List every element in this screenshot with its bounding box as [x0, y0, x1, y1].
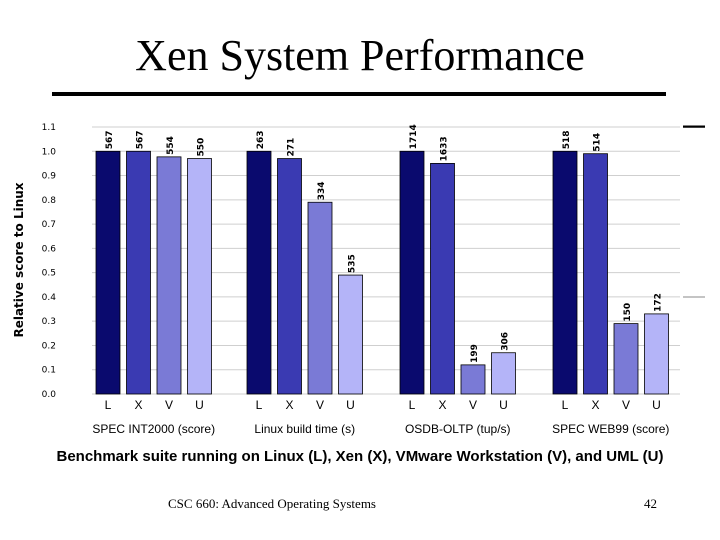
group-label: SPEC WEB99 (score)	[552, 422, 669, 436]
bar-data-label: 518	[562, 130, 572, 149]
y-tick-label: 0.9	[42, 172, 57, 182]
bar-data-label: 263	[256, 130, 266, 149]
chart-gridlines	[92, 125, 705, 395]
bar-l-2	[246, 150, 272, 395]
y-tick-label: 0.0	[42, 390, 57, 400]
x-axis-labels: L X V U SPEC INT2000 (score) L X V U Linux build …	[92, 398, 669, 436]
bar-category-label: V	[316, 398, 324, 412]
y-tick-label: 0.3	[42, 317, 56, 327]
bar-data-label: 271	[287, 138, 297, 157]
bar-l-1	[95, 150, 121, 395]
bar-category-label: V	[165, 398, 173, 412]
bar-category-label: X	[285, 398, 293, 412]
bar-category-label: L	[256, 398, 263, 412]
bar-category-label: X	[591, 398, 599, 412]
bar-x-1	[126, 150, 151, 395]
y-tick-label: 0.6	[42, 244, 57, 254]
y-tick-label: 0.5	[42, 269, 56, 279]
bar-data-label: 567	[105, 130, 115, 149]
y-axis-label: Relative score to Linux	[12, 182, 26, 337]
benchmark-chart: 0.0 0.1 0.2 0.3 0.4 0.5 0.6 0.7 0.8 0.9 1.0 1.1 567…	[12, 123, 705, 436]
y-tick-label: 0.1	[42, 366, 56, 376]
title-underline	[52, 92, 666, 96]
bar-data-labels: 567 567 554 550 263 271 334 535 1714 1633 199 306 51…	[105, 124, 664, 363]
bar-data-label: 199	[470, 344, 480, 363]
bar-x-3	[430, 163, 455, 395]
group-label: Linux build time (s)	[254, 422, 355, 436]
bar-category-label: U	[195, 398, 204, 412]
y-tick-label: 0.2	[42, 341, 56, 351]
chart-bars	[95, 150, 669, 395]
bar-u-2	[338, 274, 363, 395]
y-tick-label: 0.8	[42, 196, 57, 206]
bar-category-label: L	[105, 398, 112, 412]
bar-category-label: V	[622, 398, 630, 412]
bar-category-label: X	[438, 398, 446, 412]
bar-category-label: X	[134, 398, 142, 412]
bar-data-label: 1633	[440, 136, 450, 161]
bar-v-1	[156, 156, 182, 395]
bar-data-label: 554	[166, 136, 176, 155]
bar-v-2	[307, 201, 333, 395]
bar-category-label: V	[469, 398, 477, 412]
footer-course: CSC 660: Advanced Operating Systems	[168, 496, 376, 511]
y-tick-label: 1.1	[42, 123, 56, 133]
bar-data-label: 1714	[409, 124, 419, 149]
group-label: SPEC INT2000 (score)	[92, 422, 215, 436]
bar-l-4	[552, 150, 578, 395]
bar-u-4	[644, 313, 669, 395]
group-label: OSDB-OLTP (tup/s)	[405, 422, 511, 436]
bar-x-2	[277, 158, 302, 395]
bar-category-label: L	[409, 398, 416, 412]
y-tick-label: 0.7	[42, 220, 56, 230]
bar-data-label: 535	[348, 254, 358, 273]
bar-l-3	[399, 150, 425, 395]
bar-data-label: 172	[654, 293, 664, 312]
chart-caption: Benchmark suite running on Linux (L), Xe…	[56, 448, 664, 465]
bar-category-label: U	[346, 398, 355, 412]
bar-category-label: U	[652, 398, 661, 412]
page-number: 42	[644, 496, 657, 511]
bar-data-label: 514	[593, 133, 603, 152]
y-tick-label: 1.0	[42, 147, 57, 157]
bar-category-label: U	[499, 398, 508, 412]
bar-v-3	[460, 364, 486, 395]
bar-data-label: 567	[136, 130, 146, 149]
bar-u-3	[491, 352, 516, 395]
bar-data-label: 306	[501, 332, 511, 351]
bar-data-label: 150	[623, 303, 633, 322]
bar-x-4	[583, 153, 608, 395]
bar-u-1	[187, 158, 212, 395]
slide-title: Xen System Performance	[135, 31, 585, 80]
y-axis-ticks: 0.0 0.1 0.2 0.3 0.4 0.5 0.6 0.7 0.8 0.9 1.0 1.1	[42, 123, 57, 400]
bar-v-4	[613, 323, 639, 395]
y-tick-label: 0.4	[42, 293, 57, 303]
bar-category-label: L	[562, 398, 569, 412]
bar-data-label: 334	[317, 181, 327, 200]
bar-data-label: 550	[197, 138, 207, 157]
